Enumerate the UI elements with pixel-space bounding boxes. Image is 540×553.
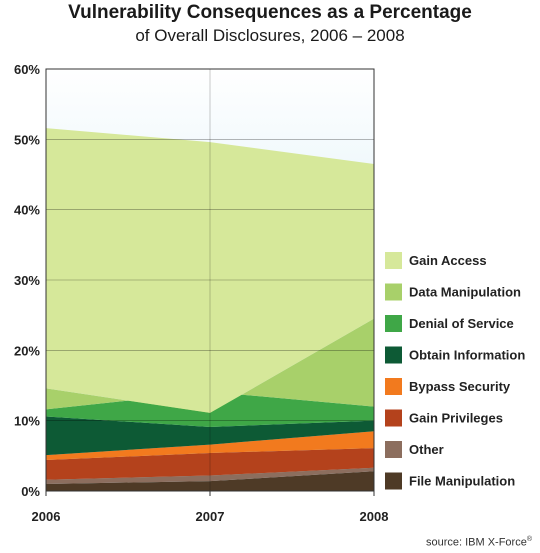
- area-gain-privileges: [46, 448, 374, 480]
- legend-swatch: [385, 283, 402, 301]
- source-note: source: IBM X-Force®: [426, 536, 532, 549]
- legend-label: Gain Privileges: [409, 411, 503, 426]
- area-bypass-security: [46, 431, 374, 461]
- legend-swatch: [385, 472, 402, 490]
- legend-label: File Manipulation: [409, 474, 515, 489]
- y-tick-label: 50%: [14, 132, 40, 147]
- area-gain-access: [46, 128, 374, 413]
- area-data-manipulation: [46, 318, 374, 413]
- y-tick-label: 60%: [14, 62, 40, 77]
- area-obtain-information: [46, 416, 374, 456]
- area-other: [46, 467, 374, 484]
- legend-swatch: [385, 346, 402, 364]
- x-tick-label: 2008: [360, 509, 389, 524]
- legend-swatch: [385, 409, 402, 427]
- legend-label: Bypass Security: [409, 379, 511, 394]
- source-text: source: IBM X-Force: [425, 537, 527, 549]
- legend-label: Data Manipulation: [409, 285, 521, 300]
- y-tick-label: 40%: [14, 203, 40, 218]
- y-tick-label: 20%: [14, 343, 40, 358]
- legend-label: Gain Access: [409, 253, 487, 268]
- legend-swatch: [385, 252, 402, 269]
- chart-subtitle: of Overall Disclosures, 2006 – 2008: [135, 26, 405, 45]
- legend-label: Obtain Information: [409, 348, 525, 363]
- legend-label: Denial of Service: [409, 316, 514, 331]
- y-tick-label: 0%: [21, 484, 40, 499]
- x-tick-label: 2006: [32, 509, 61, 524]
- legend-label: Other: [409, 442, 444, 457]
- legend-swatch: [385, 378, 402, 395]
- legend-swatch: [385, 441, 402, 458]
- chart-title: Vulnerability Consequences as a Percenta…: [68, 2, 472, 23]
- registered-mark: ®: [526, 536, 532, 544]
- y-tick-label: 30%: [14, 273, 40, 288]
- legend-swatch: [385, 315, 402, 332]
- x-tick-label: 2007: [196, 509, 225, 524]
- y-tick-label: 10%: [14, 414, 40, 429]
